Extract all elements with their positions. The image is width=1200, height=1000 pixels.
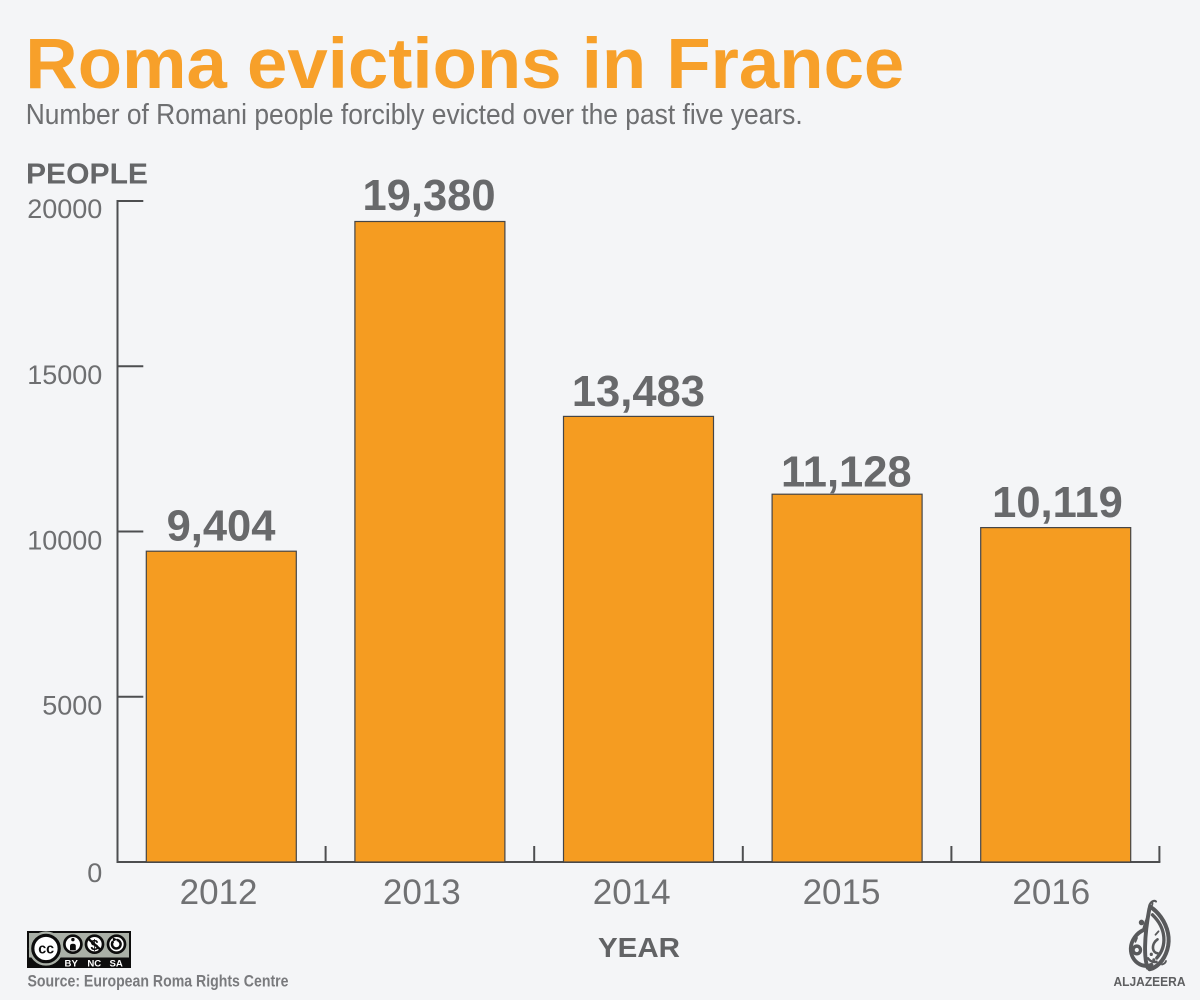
svg-text:10,119: 10,119 — [992, 479, 1123, 527]
svg-text:YEAR: YEAR — [598, 932, 680, 963]
svg-text:19,380: 19,380 — [362, 172, 495, 220]
svg-text:15000: 15000 — [27, 360, 102, 390]
svg-text:2012: 2012 — [180, 873, 258, 912]
svg-text:0: 0 — [87, 858, 102, 888]
svg-text:10000: 10000 — [27, 526, 102, 556]
svg-text:2015: 2015 — [803, 873, 881, 912]
svg-text:BY: BY — [65, 958, 79, 969]
svg-text:2013: 2013 — [383, 873, 461, 912]
svg-text:5000: 5000 — [42, 691, 102, 721]
svg-text:NC: NC — [87, 958, 101, 969]
svg-text:SA: SA — [110, 958, 123, 969]
svg-text:ALJAZEERA: ALJAZEERA — [1114, 974, 1187, 989]
svg-text:PEOPLE: PEOPLE — [26, 159, 148, 191]
svg-text:2014: 2014 — [593, 873, 671, 912]
svg-text:cc: cc — [38, 942, 54, 958]
svg-text:20000: 20000 — [27, 194, 102, 224]
svg-text:2016: 2016 — [1012, 873, 1090, 912]
svg-text:Number of Romani people forcib: Number of Romani people forcibly evicted… — [26, 99, 803, 131]
svg-text:13,483: 13,483 — [572, 368, 705, 416]
svg-text:Roma evictions in France: Roma evictions in France — [25, 25, 904, 104]
svg-text:Source: European Roma Rights C: Source: European Roma Rights Centre — [28, 973, 289, 991]
svg-text:11,128: 11,128 — [781, 448, 912, 496]
svg-text:9,404: 9,404 — [167, 503, 276, 551]
